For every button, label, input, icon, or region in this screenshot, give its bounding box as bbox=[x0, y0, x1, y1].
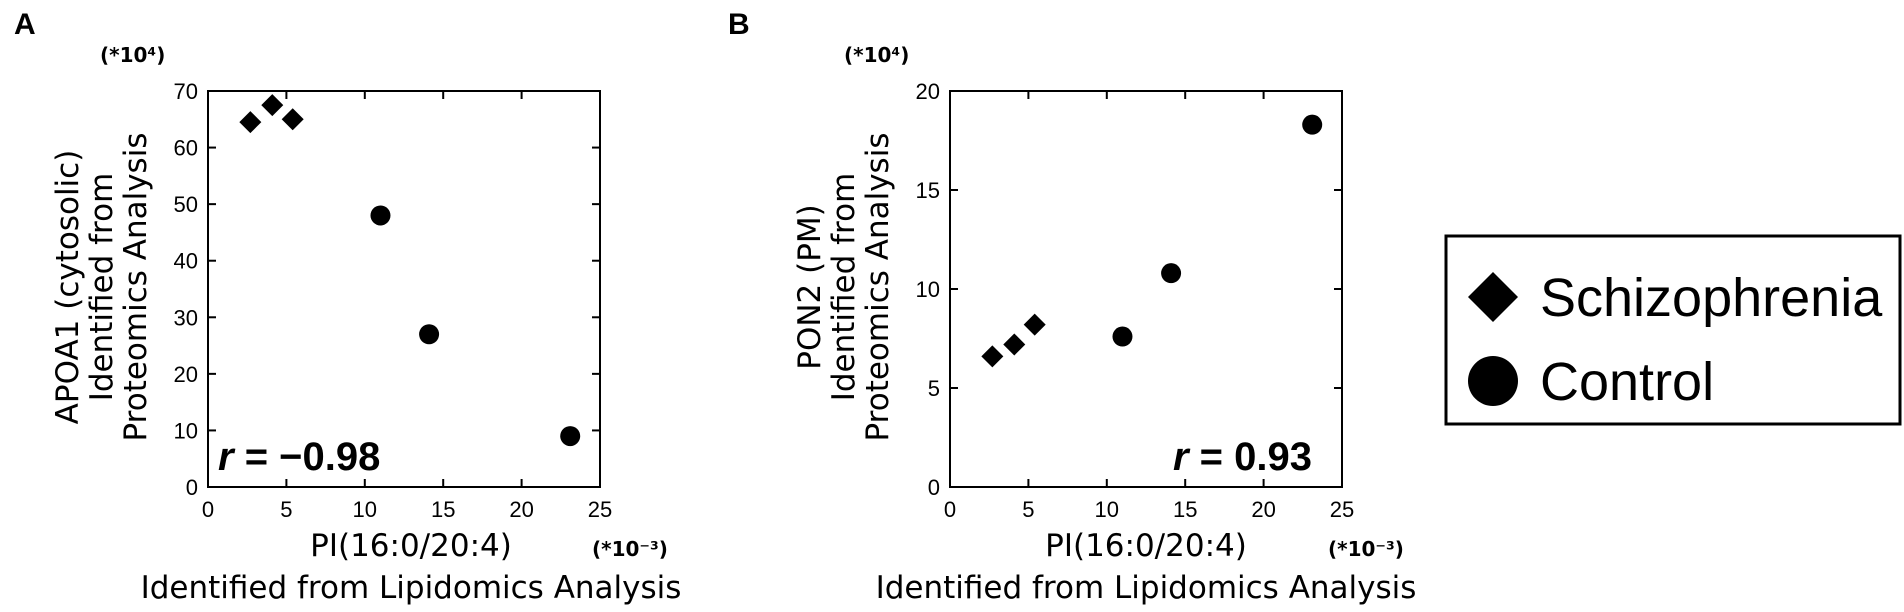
x-tick-label-b: 25 bbox=[1330, 497, 1354, 522]
x-tick-label-a: 10 bbox=[353, 497, 377, 522]
data-point-schizophrenia bbox=[261, 94, 284, 117]
legend-circle-marker bbox=[1468, 356, 1518, 406]
y-tick-label-b: 15 bbox=[916, 178, 940, 203]
y-tick-label-a: 60 bbox=[174, 136, 198, 161]
x-tick-label-a: 5 bbox=[280, 497, 292, 522]
y-axis-label-line-2: Identified from bbox=[826, 173, 862, 402]
x-tick-label-b: 20 bbox=[1251, 497, 1275, 522]
data-point-control bbox=[1161, 263, 1182, 284]
y-axis-label-line-2: Identified from bbox=[84, 173, 120, 402]
y-axis-label-line-1: PON2 (PM) bbox=[792, 204, 828, 370]
y-multiplier-b: (*10⁴) bbox=[844, 43, 909, 67]
x-axis-label-line-2-a: Identified from Lipidomics Analysis bbox=[141, 570, 682, 606]
y-tick-label-a: 10 bbox=[174, 418, 198, 443]
y-tick-label-a: 40 bbox=[174, 249, 198, 274]
x-tick-label-b: 10 bbox=[1095, 497, 1119, 522]
y-axis-label-b: PON2 (PM) Identified from Proteomics Ana… bbox=[792, 133, 896, 442]
plot-frame-a bbox=[207, 90, 601, 488]
r-symbol-a: r bbox=[218, 435, 236, 479]
legend-diamond-marker bbox=[1468, 272, 1518, 322]
y-multiplier-a: (*10⁴) bbox=[100, 43, 165, 67]
data-point-control bbox=[1302, 114, 1323, 135]
y-axis-label-line-3: Proteomics Analysis bbox=[860, 133, 896, 442]
legend-frame bbox=[1444, 234, 1902, 426]
y-tick-label-a: 30 bbox=[174, 305, 198, 330]
y-tick-label-a: 70 bbox=[174, 79, 198, 104]
y-axis-label-line-3: Proteomics Analysis bbox=[118, 133, 154, 442]
x-tick-label-a: 25 bbox=[588, 497, 612, 522]
x-tick-label-b: 15 bbox=[1173, 497, 1197, 522]
plot-frame-b bbox=[949, 90, 1343, 488]
panel-b: B (*10⁴) PON2 (PM) Identified from Prote… bbox=[728, 8, 1416, 606]
legend-label-schizophrenia: Schizophrenia bbox=[1540, 268, 1883, 328]
data-point-schizophrenia bbox=[239, 111, 262, 134]
x-axis-label-a: PI(16:0/20:4) bbox=[310, 528, 512, 564]
legend-label-control: Control bbox=[1540, 352, 1714, 412]
y-tick-label-b: 20 bbox=[916, 79, 940, 104]
y-tick-label-b: 5 bbox=[928, 376, 940, 401]
panel-label-a: A bbox=[14, 8, 36, 41]
axis-ticks-a: 0 5 10 15 20 25 0 10 20 30 40 50 60 70 bbox=[174, 79, 613, 522]
correlation-annotation-a: r = −0.98 bbox=[218, 435, 380, 479]
x-multiplier-a: (*10⁻³) bbox=[592, 537, 668, 561]
y-tick-label-b: 0 bbox=[928, 475, 940, 500]
x-tick-label-a: 0 bbox=[202, 497, 214, 522]
data-point-control bbox=[419, 324, 440, 345]
data-points-b bbox=[981, 114, 1323, 368]
x-tick-label-b: 0 bbox=[944, 497, 956, 522]
y-tick-label-a: 20 bbox=[174, 362, 198, 387]
x-axis-label-b: PI(16:0/20:4) bbox=[1045, 528, 1247, 564]
y-tick-label-a: 0 bbox=[186, 475, 198, 500]
panel-a: A (*10⁴) APOA1 (cytosolic) Identified fr… bbox=[14, 8, 681, 606]
r-value-a: = −0.98 bbox=[234, 435, 381, 479]
data-points-a bbox=[239, 94, 581, 447]
data-point-schizophrenia bbox=[1003, 333, 1026, 356]
y-tick-label-b: 10 bbox=[916, 277, 940, 302]
data-point-control bbox=[370, 205, 391, 226]
axis-ticks-b: 0 5 10 15 20 25 0 5 10 15 20 bbox=[916, 79, 1355, 522]
y-axis-label-a: APOA1 (cytosolic) Identified from Proteo… bbox=[50, 133, 154, 442]
x-tick-label-b: 5 bbox=[1022, 497, 1034, 522]
data-point-control bbox=[560, 426, 581, 447]
correlation-annotation-b: r = 0.93 bbox=[1173, 435, 1312, 479]
legend: Schizophrenia Control bbox=[1444, 234, 1902, 426]
y-tick-label-a: 50 bbox=[174, 192, 198, 217]
data-point-schizophrenia bbox=[1023, 313, 1046, 336]
x-tick-label-a: 20 bbox=[509, 497, 533, 522]
r-symbol-b: r bbox=[1173, 435, 1191, 479]
x-tick-label-a: 15 bbox=[431, 497, 455, 522]
r-value-b: = 0.93 bbox=[1189, 435, 1312, 479]
x-axis-label-line-2-b: Identified from Lipidomics Analysis bbox=[876, 570, 1417, 606]
data-point-schizophrenia bbox=[981, 345, 1004, 368]
y-axis-label-line-1: APOA1 (cytosolic) bbox=[50, 150, 86, 425]
panel-label-b: B bbox=[728, 8, 750, 41]
data-point-schizophrenia bbox=[281, 108, 304, 131]
data-point-control bbox=[1112, 326, 1133, 347]
x-multiplier-b: (*10⁻³) bbox=[1328, 537, 1404, 561]
